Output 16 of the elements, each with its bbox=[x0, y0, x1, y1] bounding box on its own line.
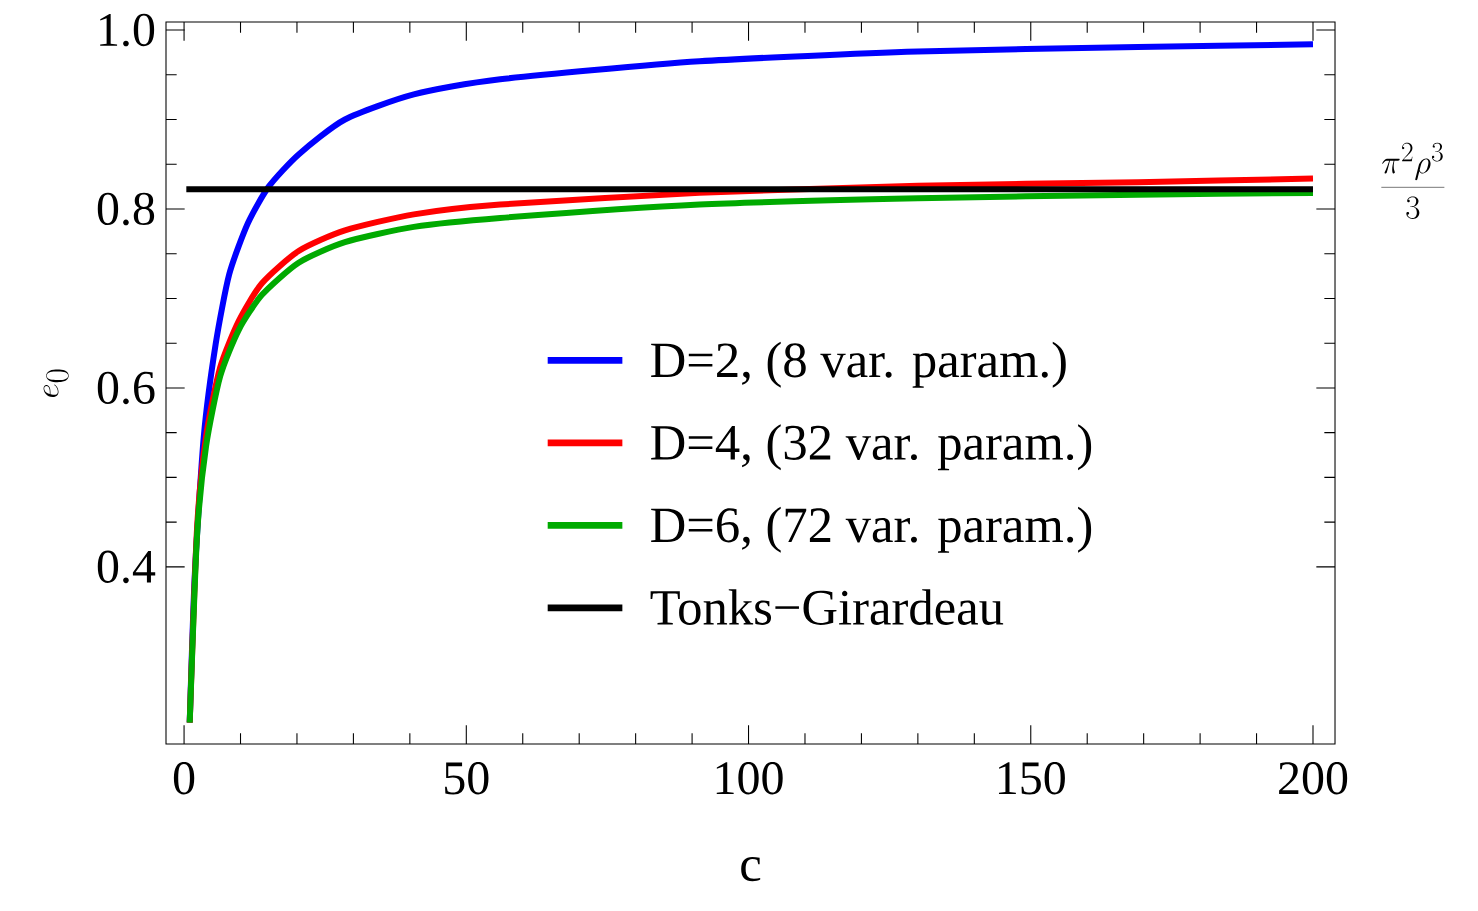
y-tick-label: 1.0 bbox=[100, 13, 155, 47]
text: $\frac{\pi^2\rho^3}{3}$ bbox=[1381, 142, 1445, 219]
x-tick-label: 0 bbox=[173, 762, 195, 795]
x-axis-title: c bbox=[741, 856, 761, 882]
y-axis-title: $e_0$ bbox=[43, 369, 69, 397]
legend-label: D=6, (72 var. param.) bbox=[651, 506, 1092, 553]
x-tick-label: 50 bbox=[445, 762, 489, 795]
y-tick-label: 0.6 bbox=[97, 371, 155, 405]
y-tick-label: 0.8 bbox=[97, 192, 155, 226]
x-tick-label: 100 bbox=[716, 762, 783, 795]
legend-label: D=2, (8 var. param.) bbox=[651, 341, 1066, 388]
legend-label: D=4, (32 var. param.) bbox=[651, 424, 1092, 471]
x-tick-label: 200 bbox=[1279, 762, 1348, 795]
x-tick-label: 150 bbox=[998, 762, 1065, 795]
legend-label: Tonks−Girardeau bbox=[650, 589, 1004, 625]
y-tick-label: 0.4 bbox=[97, 550, 156, 584]
